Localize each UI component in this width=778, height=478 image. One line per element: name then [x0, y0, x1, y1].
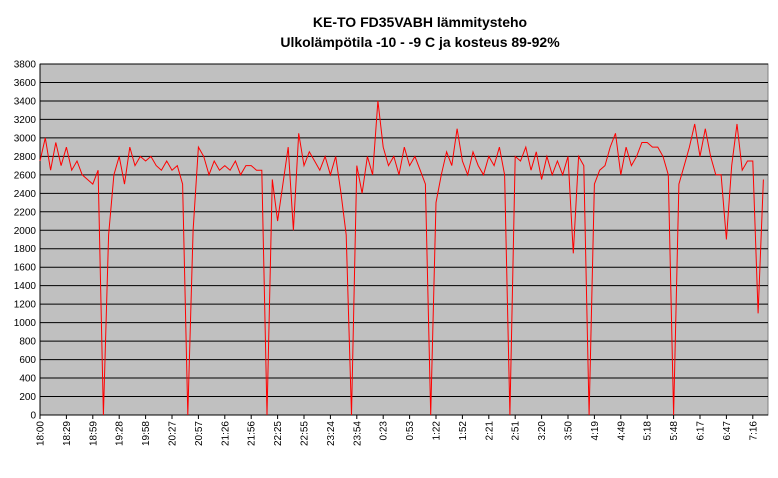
y-tick-label: 3800	[14, 60, 37, 71]
x-tick-label: 22:25	[273, 421, 284, 446]
y-tick-label: 600	[19, 355, 36, 366]
x-tick-label: 5:18	[643, 421, 654, 441]
x-tick-label: 23:54	[352, 421, 363, 446]
x-tick-label: 3:50	[564, 421, 575, 441]
x-tick-label: 1:52	[458, 421, 469, 441]
y-tick-label: 2000	[14, 226, 37, 237]
y-tick-label: 3000	[14, 133, 37, 144]
x-tick-label: 21:56	[247, 421, 258, 446]
plot-area	[39, 63, 769, 416]
x-tick-label: 6:17	[696, 421, 707, 441]
x-tick-label: 6:47	[722, 421, 733, 441]
y-tick-label: 400	[19, 374, 36, 385]
chart-subtitle: Ulkolämpötila -10 - -9 C ja kosteus 89-9…	[280, 34, 560, 50]
x-tick-label: 20:57	[194, 421, 205, 446]
x-tick-label: 0:53	[405, 421, 416, 441]
chart-title: KE-TO FD35VABH lämmitysteho	[313, 14, 527, 30]
y-tick-label: 3600	[14, 78, 37, 89]
y-tick-label: 800	[19, 337, 36, 348]
x-tick-label: 3:20	[537, 421, 548, 441]
x-tick-label: 19:58	[141, 421, 152, 446]
x-tick-label: 18:29	[62, 421, 73, 446]
y-tick-label: 1200	[14, 300, 37, 311]
x-tick-label: 4:49	[616, 421, 627, 441]
y-tick-label: 1000	[14, 318, 37, 329]
y-tick-label: 2400	[14, 189, 37, 200]
x-tick-label: 20:27	[168, 421, 179, 446]
y-tick-label: 1800	[14, 244, 37, 255]
x-tick-label: 4:19	[590, 421, 601, 441]
x-tick-label: 0:23	[379, 421, 390, 441]
data-line	[39, 100, 764, 416]
x-tick-label: 18:59	[88, 421, 99, 446]
x-tick-label: 1:22	[432, 421, 443, 441]
y-tick-label: 200	[19, 392, 36, 403]
y-tick-label: 3200	[14, 115, 37, 126]
x-tick-label: 2:21	[484, 421, 495, 441]
y-tick-label: 3400	[14, 96, 37, 107]
y-tick-label: 2800	[14, 152, 37, 163]
y-tick-label: 1600	[14, 263, 37, 274]
x-tick-label: 7:16	[748, 421, 759, 441]
x-tick-label: 21:26	[220, 421, 231, 446]
x-tick-label: 22:55	[300, 421, 311, 446]
y-tick-label: 2200	[14, 207, 37, 218]
x-tick-label: 23:24	[326, 421, 337, 446]
y-tick-label: 2600	[14, 170, 37, 181]
y-tick-label: 0	[30, 411, 36, 422]
y-tick-label: 1400	[14, 281, 37, 292]
x-tick-label: 19:28	[115, 421, 126, 446]
x-tick-label: 5:48	[669, 421, 680, 441]
x-tick-label: 2:51	[511, 421, 522, 441]
x-tick-label: 18:00	[36, 421, 47, 446]
